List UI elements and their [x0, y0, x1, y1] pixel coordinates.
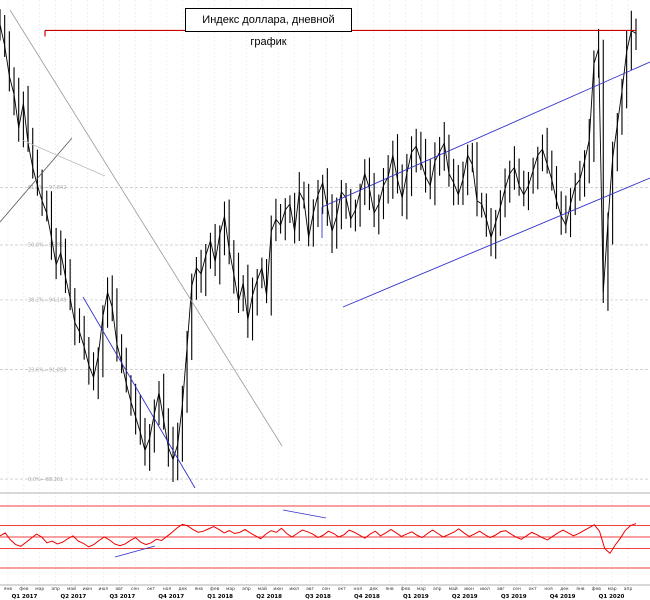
chart-title: Индекс доллара, дневной график — [185, 8, 352, 48]
month-tick-label: фев — [210, 586, 220, 592]
month-tick-label: мар — [417, 587, 426, 592]
month-tick-label: окт — [147, 587, 155, 592]
quarter-label: Q1 2019 — [403, 594, 429, 600]
month-tick-label: май — [258, 585, 267, 592]
month-tick-label: апр — [51, 587, 60, 592]
month-tick-label: окт — [529, 587, 537, 592]
quarter-label: Q1 2017 — [12, 594, 38, 600]
price-series — [0, 9, 637, 482]
price-line — [0, 24, 637, 461]
month-tick-label: дек — [560, 587, 569, 592]
quarter-label: Q3 2018 — [305, 594, 331, 600]
x-axis: янв фев мар апр май июн июл авг сен окт ноя дек янв ф… — [4, 585, 633, 600]
month-tick-label: май — [67, 585, 76, 592]
month-tick-label: сен — [131, 587, 139, 592]
month-tick-label: сен — [322, 587, 330, 592]
month-tick-label: апр — [624, 587, 633, 592]
month-tick-label: авг — [115, 587, 123, 592]
month-tick-label: мар — [35, 587, 44, 592]
month-tick-label: дек — [179, 587, 188, 592]
quarter-label: Q2 2018 — [256, 594, 282, 600]
quarter-label: Q3 2017 — [109, 594, 135, 600]
month-tick-label: май — [449, 585, 458, 592]
downtrend-line — [9, 9, 283, 447]
month-tick-label: мар — [226, 587, 235, 592]
fib-level-label: 38,2%—94,148 — [28, 298, 66, 304]
month-tick-label: апр — [242, 587, 251, 592]
month-tick-label: окт — [338, 587, 346, 592]
quarter-label: Q2 2019 — [452, 594, 478, 600]
channel-upper-line — [321, 61, 650, 208]
fib-level-label: 23,6%—91,858 — [28, 367, 66, 373]
fan-line — [0, 137, 73, 223]
rsi-line — [0, 523, 637, 555]
quarter-label: Q1 2020 — [599, 594, 625, 600]
rsi-panel — [0, 505, 650, 569]
month-tick-label: фев — [401, 586, 411, 592]
month-tick-label: янв — [195, 587, 204, 592]
month-tick-label: ноя — [354, 587, 363, 592]
trendlines-layer — [0, 9, 650, 489]
month-tick-label: фев — [19, 586, 29, 592]
fib-level-label: 0,0%—88,261 — [28, 477, 63, 483]
month-tick-label: сен — [513, 587, 521, 592]
quarter-label: Q1 2018 — [207, 594, 233, 600]
rsi-divergence-line-2 — [114, 545, 156, 558]
quarter-label: Q2 2017 — [61, 594, 87, 600]
month-tick-label: июл — [99, 587, 109, 592]
month-tick-label: июн — [83, 587, 93, 592]
month-tick-label: июл — [480, 587, 490, 592]
fan-line-2 — [21, 139, 106, 177]
channel-lower-line-2 — [342, 177, 650, 308]
month-tick-label: авг — [497, 587, 505, 592]
month-tick-label: янв — [4, 587, 13, 592]
month-tick-label: мар — [608, 587, 617, 592]
month-tick-label: янв — [576, 587, 585, 592]
fib-level-label: 61,8%—97,842 — [28, 185, 66, 191]
channel-lower-line — [82, 296, 196, 489]
rsi-divergence-line — [282, 509, 327, 519]
month-tick-label: июн — [464, 587, 474, 592]
month-tick-label: ноя — [544, 587, 553, 592]
month-tick-label: авг — [306, 587, 314, 592]
month-tick-label: ноя — [163, 587, 172, 592]
month-tick-label: дек — [369, 587, 378, 592]
fib-level-label: 50,0%—95,953 — [28, 243, 66, 249]
month-tick-label: июл — [289, 587, 299, 592]
grid-layer: 61,8%—97,842 50,0%—95,953 38,2%—94,148 23,6… — [0, 0, 650, 586]
quarter-label: Q4 2017 — [158, 594, 184, 600]
month-tick-label: фев — [592, 586, 602, 592]
month-tick-label: апр — [433, 587, 442, 592]
month-tick-label: июн — [273, 587, 283, 592]
quarter-label: Q3 2019 — [501, 594, 527, 600]
month-tick-label: янв — [385, 587, 394, 592]
quarter-label: Q4 2018 — [354, 594, 380, 600]
quarter-label: Q4 2019 — [550, 594, 576, 600]
